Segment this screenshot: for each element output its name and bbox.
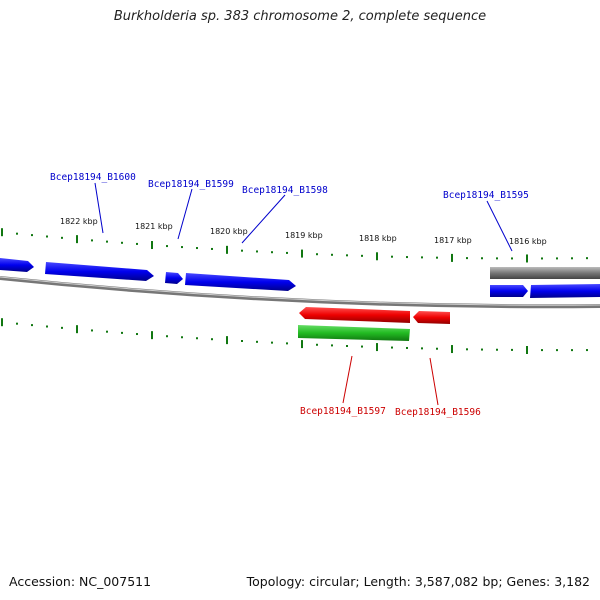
leader-line [486, 200, 513, 252]
gene-arrow-forward-b1599[interactable] [165, 272, 183, 284]
scale-label: 1816 kbp [509, 237, 547, 246]
scale-label: 1818 kbp [359, 234, 397, 243]
scale-label: 1821 kbp [135, 222, 173, 231]
summary-text: Topology: circular; Length: 3,587,082 bp… [246, 574, 590, 589]
leader-line [429, 357, 439, 406]
gene-arrow-forward-b1600[interactable] [45, 262, 154, 281]
gene-arrow-reverse-b1597[interactable] [299, 307, 410, 323]
gene-label[interactable]: Bcep18194_B1597 [300, 406, 386, 417]
scale-label: 1817 kbp [434, 236, 472, 245]
gene-arrow-forward[interactable] [0, 258, 34, 272]
scale-ticks-reverse [1, 318, 588, 355]
gene-arrow-reverse-b1596[interactable] [413, 311, 450, 324]
scale-label: 1822 kbp [60, 217, 98, 226]
gene-arrow-forward-b1598[interactable] [185, 273, 296, 291]
gene-label[interactable]: Bcep18194_B1600 [50, 172, 136, 183]
leader-line [94, 182, 104, 234]
chromosome-backbone-highlight [0, 276, 600, 306]
gene-arrow-forward-b1595a[interactable] [490, 285, 528, 297]
gene-label[interactable]: Bcep18194_B1595 [443, 190, 529, 201]
leader-line [177, 188, 193, 240]
accession-text: Accession: NC_007511 [9, 574, 152, 589]
gene-label[interactable]: Bcep18194_B1598 [242, 185, 328, 196]
scale-ticks-forward [1, 228, 588, 263]
grey-feature-track [490, 267, 600, 279]
green-feature-track [298, 325, 410, 341]
chromosome-backbone [0, 276, 600, 309]
scale-label: 1819 kbp [285, 231, 323, 240]
gene-label[interactable]: Bcep18194_B1596 [395, 407, 481, 418]
scale-label: 1820 kbp [210, 227, 248, 236]
gene-arrow-forward-b1595[interactable] [530, 284, 600, 298]
gene-label[interactable]: Bcep18194_B1599 [148, 179, 234, 190]
leader-line [241, 194, 286, 244]
map-title: Burkholderia sp. 383 chromosome 2, compl… [113, 9, 487, 24]
leader-line [342, 355, 353, 404]
